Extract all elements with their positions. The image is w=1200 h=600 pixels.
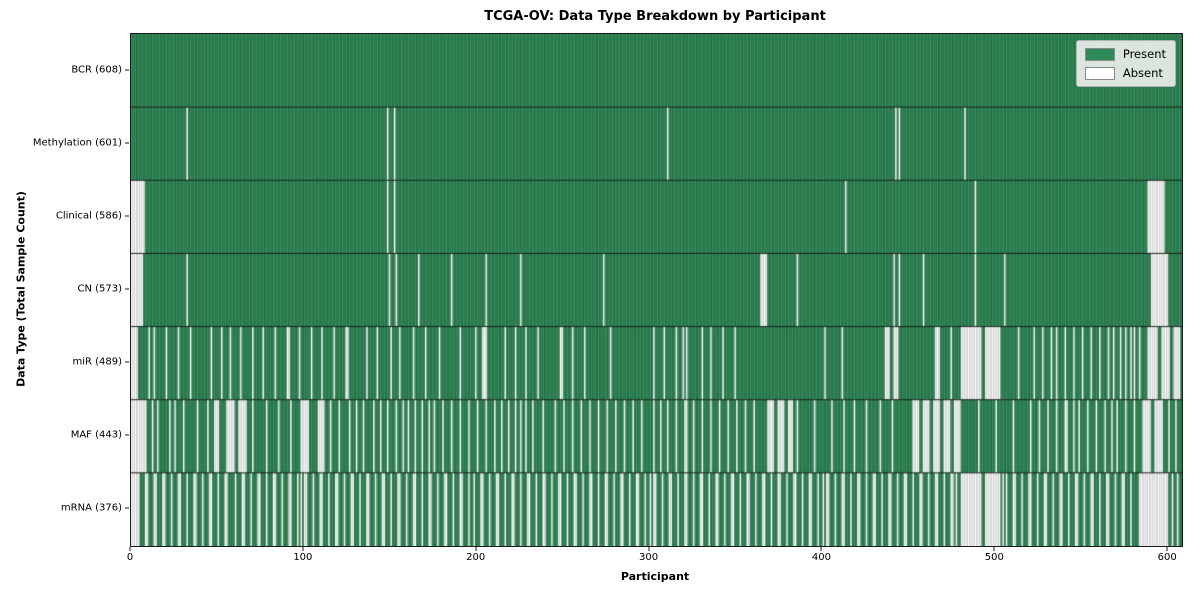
- y-tick-label-methylation: Methylation (601): [32, 137, 122, 149]
- y-tick-label-clinical: Clinical (586): [55, 210, 122, 222]
- x-tick-label-500: 500: [984, 552, 1004, 563]
- legend-item-absent: Absent: [1084, 66, 1166, 80]
- y-tick-label-maf: MAF (443): [70, 429, 122, 441]
- y-axis-label: Data Type (Total Sample Count): [14, 191, 28, 387]
- x-tick-mark: [1166, 547, 1168, 551]
- y-tick-mark: [125, 288, 129, 290]
- x-tick-label-200: 200: [466, 552, 486, 563]
- plot-area: Present Absent: [130, 33, 1183, 547]
- legend: Present Absent: [1075, 40, 1176, 87]
- y-tick-mark: [125, 507, 129, 509]
- y-tick-label-mir: miR (489): [72, 356, 122, 368]
- legend-item-present: Present: [1084, 47, 1166, 61]
- x-tick-mark: [129, 547, 131, 551]
- y-tick-label-mrna: mRNA (376): [60, 502, 122, 514]
- x-tick-label-100: 100: [293, 552, 313, 563]
- y-tick-label-cn: CN (573): [77, 283, 122, 295]
- y-tick-mark: [125, 361, 129, 363]
- x-tick-mark: [648, 547, 650, 551]
- legend-label-absent: Absent: [1122, 66, 1163, 80]
- x-tick-label-400: 400: [811, 552, 831, 563]
- y-tick-label-bcr: BCR (608): [71, 64, 122, 76]
- x-tick-mark: [993, 547, 995, 551]
- y-tick-mark: [125, 142, 129, 144]
- x-axis-label: Participant: [620, 570, 690, 583]
- heatmap-canvas: [131, 34, 1182, 546]
- legend-label-present: Present: [1122, 47, 1166, 61]
- y-tick-mark: [125, 69, 129, 71]
- chart-title: TCGA-OV: Data Type Breakdown by Particip…: [484, 9, 826, 24]
- y-tick-mark: [125, 434, 129, 436]
- x-tick-label-300: 300: [639, 552, 659, 563]
- x-tick-label-600: 600: [1157, 552, 1177, 563]
- x-tick-mark: [302, 547, 304, 551]
- x-tick-label-0: 0: [126, 552, 134, 563]
- absent-swatch: [1084, 66, 1115, 80]
- present-swatch: [1084, 47, 1115, 61]
- x-tick-mark: [475, 547, 477, 551]
- x-tick-mark: [820, 547, 822, 551]
- y-tick-mark: [125, 215, 129, 217]
